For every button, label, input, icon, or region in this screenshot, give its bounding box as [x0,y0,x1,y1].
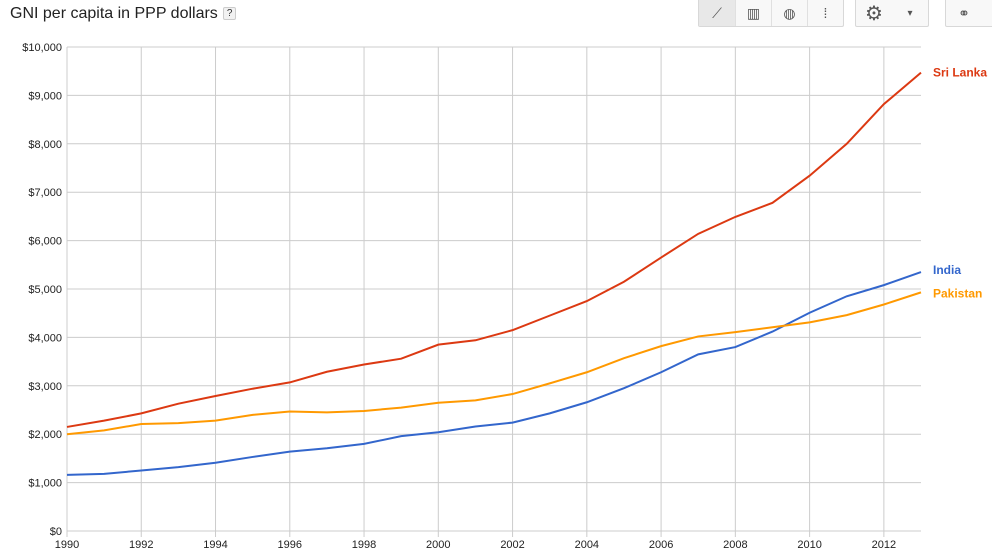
y-tick-label: $10,000 [22,42,62,54]
y-tick-label: $3,000 [28,381,62,393]
y-tick-label: $6,000 [28,236,62,248]
x-tick-label: 2012 [872,539,896,551]
legend-label: Sri Lanka [933,66,987,80]
series-line-sri-lanka [66,71,922,428]
x-tick-label: 1994 [203,539,227,551]
chart-title: GNI per capita in PPP dollars? [10,5,237,23]
x-tick-label: 2006 [649,539,673,551]
x-tick-label: 1998 [352,539,376,551]
settings-button[interactable]: ⚙ ▾ [855,0,929,27]
x-tick-label: 2004 [575,539,599,551]
x-tick-label: 2000 [426,539,450,551]
x-tick-label: 2002 [500,539,524,551]
link-icon[interactable]: ⚭ [958,4,970,21]
y-tick-label: $7,000 [28,187,62,199]
series-line-pakistan [66,291,922,436]
help-button[interactable]: ? [222,7,237,21]
line-chart-icon[interactable]: ⟋ [699,0,735,26]
scatter-chart-icon[interactable]: ⁞ [807,0,843,26]
y-tick-label: $8,000 [28,139,62,151]
legend-label: Pakistan [933,286,982,300]
y-tick-label: $9,000 [28,90,62,102]
x-tick-label: 2008 [723,539,747,551]
legend-label: India [933,263,961,277]
x-tick-label: 1996 [278,539,302,551]
chart-type-switcher: ⟋ ▥ ◍ ⁞ [698,0,844,27]
y-tick-label: $2,000 [28,429,62,441]
y-tick-label: $4,000 [28,332,62,344]
x-tick-label: 1992 [129,539,153,551]
y-tick-label: $1,000 [28,478,62,490]
y-tick-label: $5,000 [28,284,62,296]
series-line-india [66,271,922,476]
gear-icon[interactable]: ⚙ [865,2,883,25]
chevron-down-icon[interactable]: ▾ [907,7,913,19]
y-tick-label: $0 [50,526,62,538]
title-text: GNI per capita in PPP dollars [10,5,218,22]
x-tick-label: 1990 [55,539,79,551]
link-button[interactable]: ⚭ [945,0,992,27]
bar-chart-icon[interactable]: ▥ [735,0,771,26]
x-tick-label: 2010 [797,539,821,551]
map-globe-icon[interactable]: ◍ [771,0,807,26]
